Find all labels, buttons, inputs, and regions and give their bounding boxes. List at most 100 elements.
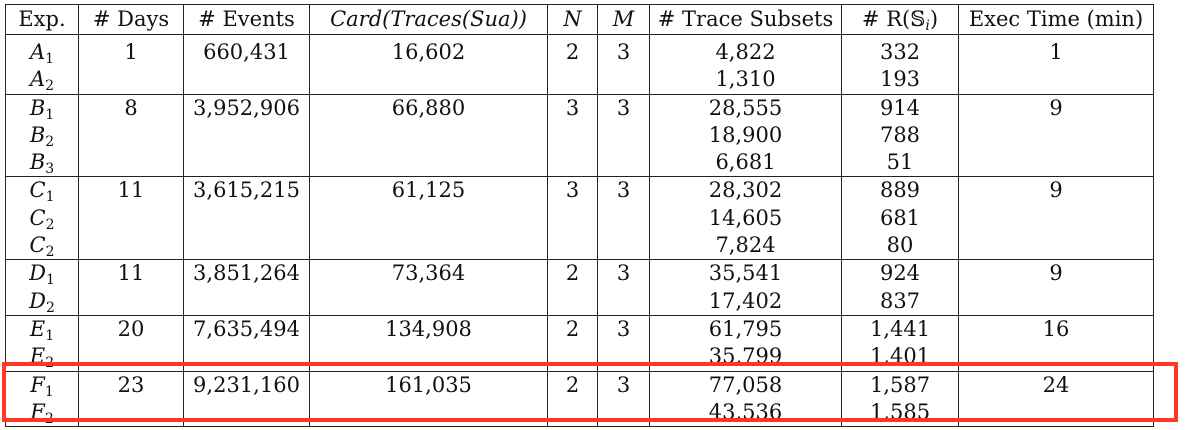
cell-events [183, 343, 310, 372]
cell-n: 3 [547, 93, 598, 122]
cell-days: 23 [78, 370, 184, 399]
exp-letter: C [29, 205, 46, 230]
cell-m [597, 204, 650, 233]
exp-subscript: 1 [45, 327, 55, 344]
cell-n [547, 287, 598, 316]
cell-exp: B2 [5, 121, 79, 150]
exp-subscript: 2 [45, 78, 55, 95]
cell-card: 161,035 [309, 370, 548, 399]
experiments-table: Exp. # Days # Events Card(Traces(Sua)) N… [5, 4, 1154, 428]
cell-exp: D1 [5, 259, 79, 289]
cell-trace-subsets: 1,310 [649, 66, 842, 95]
cell-exp: E2 [5, 343, 79, 372]
cell-events [183, 66, 310, 95]
cell-card: 16,602 [309, 39, 548, 67]
table-row: E1 20 7,635,494 134,908 2 3 61,795 1,441 16 [5, 314, 1154, 344]
cell-r-si: 914 [841, 93, 959, 122]
cell-trace-subsets: 35,541 [649, 259, 842, 288]
cell-days [78, 398, 184, 428]
exp-subscript: 1 [45, 189, 55, 206]
cell-exp: B3 [5, 149, 79, 177]
cell-exec-time: 9 [958, 259, 1154, 288]
cell-days [78, 66, 184, 95]
cell-r-si: 837 [841, 287, 959, 316]
cell-n [547, 343, 598, 372]
header-r-text: # R(𝕊 [861, 6, 926, 31]
cell-m: 3 [597, 259, 650, 288]
cell-n: 2 [547, 314, 598, 344]
header-n: N [547, 4, 598, 35]
exp-subscript: 1 [44, 383, 54, 400]
cell-exp: F1 [5, 370, 79, 400]
cell-r-si: 681 [841, 204, 959, 233]
table-row: D2 17,402 837 [5, 287, 1154, 316]
cell-m [597, 287, 650, 316]
exp-letter: D [29, 288, 46, 313]
cell-card: 66,880 [309, 93, 548, 122]
cell-card: 134,908 [309, 314, 548, 344]
exp-subscript: 2 [44, 410, 54, 427]
cell-exp: C1 [5, 176, 79, 206]
cell-days [78, 287, 184, 316]
cell-exp: C2 [5, 232, 79, 260]
header-r-close: ) [929, 6, 939, 31]
cell-card: 73,364 [309, 259, 548, 288]
cell-exec-time [958, 121, 1154, 150]
cell-exec-time [958, 149, 1154, 177]
header-days: # Days [78, 4, 184, 35]
cell-trace-subsets: 14,605 [649, 204, 842, 233]
cell-days: 8 [78, 93, 184, 122]
cell-trace-subsets: 61,795 [649, 314, 842, 344]
cell-n [547, 149, 598, 177]
cell-days: 11 [78, 176, 184, 205]
exp-letter: B [29, 150, 46, 175]
cell-exec-time: 9 [958, 176, 1154, 205]
cell-r-si: 332 [841, 39, 959, 67]
cell-n [547, 66, 598, 95]
table-row: F2 43,536 1,585 [5, 398, 1154, 428]
cell-exp: D2 [5, 287, 79, 316]
cell-m [597, 66, 650, 95]
table-body: A1 1 660,431 16,602 2 3 4,822 332 1 A2 1,310 193 B1 8… [5, 39, 1154, 428]
cell-trace-subsets: 77,058 [649, 370, 842, 399]
cell-card [309, 343, 548, 372]
cell-exp: F2 [5, 398, 79, 428]
header-r-si: # R(𝕊i) [841, 4, 959, 35]
exp-subscript: 1 [45, 106, 55, 123]
cell-events [183, 204, 310, 233]
cell-exec-time: 9 [958, 93, 1154, 122]
table-row: A2 1,310 193 [5, 66, 1154, 95]
cell-trace-subsets: 17,402 [649, 287, 842, 316]
cell-card [309, 287, 548, 316]
cell-days: 11 [78, 259, 184, 288]
cell-n: 3 [547, 176, 598, 205]
cell-events: 9,231,160 [183, 370, 310, 399]
cell-exec-time [958, 398, 1154, 428]
exp-subscript: 2 [45, 355, 55, 372]
exp-letter: C [29, 178, 46, 203]
exp-letter: D [29, 261, 46, 286]
exp-subscript: 1 [45, 272, 55, 289]
cell-card [309, 66, 548, 95]
header-m: M [597, 4, 650, 35]
table-row: E2 35,799 1,401 [5, 343, 1154, 372]
cell-days: 20 [78, 314, 184, 344]
header-exp: Exp. [5, 4, 79, 35]
cell-r-si: 51 [841, 149, 959, 177]
cell-n [547, 204, 598, 233]
cell-n: 2 [547, 39, 598, 67]
cell-r-si: 788 [841, 121, 959, 150]
cell-r-si: 193 [841, 66, 959, 95]
exp-letter: C [29, 233, 46, 258]
cell-card: 61,125 [309, 176, 548, 205]
cell-n [547, 232, 598, 260]
cell-exp: A2 [5, 66, 79, 95]
cell-m: 3 [597, 370, 650, 399]
header-gap [5, 34, 1154, 39]
cell-m: 3 [597, 39, 650, 67]
table-row: B2 18,900 788 [5, 121, 1154, 150]
cell-days [78, 121, 184, 150]
cell-exec-time [958, 66, 1154, 95]
table-row: B3 6,681 51 [5, 149, 1154, 177]
cell-m [597, 149, 650, 177]
